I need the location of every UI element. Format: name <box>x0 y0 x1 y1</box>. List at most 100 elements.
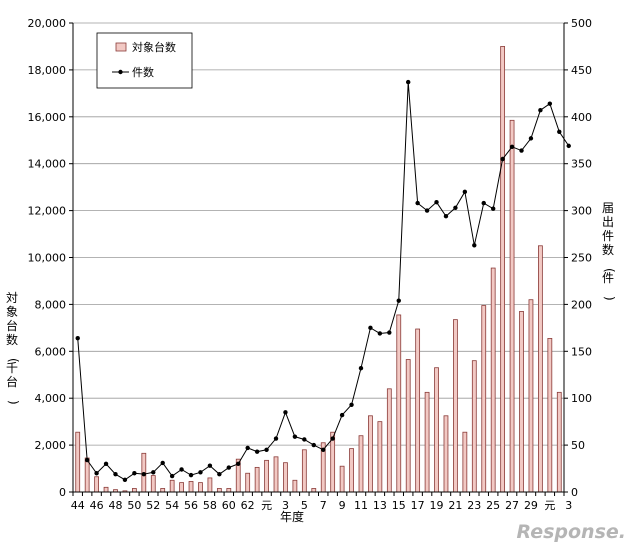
watermark-logo: Response. <box>517 521 626 543</box>
left-tick-label: 12,000 <box>28 205 67 218</box>
bar <box>386 388 392 493</box>
bar <box>188 481 194 493</box>
line-point <box>481 200 486 206</box>
bar <box>538 245 543 493</box>
bar <box>311 488 317 493</box>
right-tick-label: 400 <box>571 111 592 124</box>
line-point <box>179 467 184 472</box>
bar <box>301 449 307 493</box>
x-tick-label: 29 <box>524 499 538 512</box>
bar <box>547 338 553 493</box>
bar <box>509 119 515 493</box>
right-axis-title: 届出件数(件) <box>602 201 617 301</box>
line-point <box>472 243 477 248</box>
bar <box>84 457 90 493</box>
line-point <box>198 470 203 475</box>
line-point <box>122 477 128 483</box>
line-point <box>160 460 165 466</box>
line-point <box>528 136 534 141</box>
axes <box>72 23 565 493</box>
line-point <box>519 148 524 153</box>
legend: 対象台数 件数 <box>96 32 193 89</box>
line-point <box>396 298 401 303</box>
bar <box>519 311 524 493</box>
bar <box>349 448 354 493</box>
bar <box>103 486 109 493</box>
line-point <box>434 199 439 205</box>
bar <box>207 477 213 493</box>
x-tick-label: 5 <box>301 499 308 512</box>
line-point <box>75 335 80 341</box>
bar <box>434 367 439 493</box>
left-tick-label: 0 <box>59 486 66 499</box>
line-point <box>292 434 298 439</box>
left-tick-label: 14,000 <box>28 158 67 171</box>
left-tick-label: 20,000 <box>28 17 67 30</box>
line-point <box>406 79 411 85</box>
left-tick-label: 2,000 <box>35 439 67 452</box>
left-tick-label: 6,000 <box>35 345 67 358</box>
right-tick-label: 50 <box>571 439 585 452</box>
right-tick-label: 100 <box>571 392 592 405</box>
x-tick-label: 17 <box>411 499 425 512</box>
line-point <box>311 442 316 448</box>
right-tick-label: 450 <box>571 64 592 77</box>
x-tick-label: 23 <box>467 499 481 512</box>
x-tick-label: 27 <box>505 499 519 512</box>
bar <box>226 488 232 493</box>
line-point <box>443 214 449 219</box>
line-point <box>453 205 458 210</box>
legend-line-label: 件数 <box>132 66 154 79</box>
right-tick-label: 200 <box>571 298 592 311</box>
bar <box>131 488 137 493</box>
x-tick-label: 11 <box>354 499 368 512</box>
line-point <box>566 143 571 149</box>
left-tick-label: 4,000 <box>35 392 67 405</box>
x-tick-label: 25 <box>486 499 500 512</box>
line-point <box>132 471 137 476</box>
x-tick-label: 9 <box>339 499 346 512</box>
line-point <box>207 463 213 468</box>
line-point <box>509 144 515 150</box>
line-point <box>94 471 99 476</box>
bar <box>556 391 562 493</box>
line-point <box>424 208 430 213</box>
bar <box>216 488 222 493</box>
line-point <box>415 200 420 206</box>
bar <box>500 46 506 493</box>
x-tick-label: 21 <box>448 499 462 512</box>
line-point <box>557 129 562 135</box>
x-tick-label: 44 <box>71 499 85 512</box>
bar <box>245 472 251 493</box>
bar <box>254 466 260 493</box>
bar <box>471 360 477 493</box>
line-point <box>349 402 354 407</box>
bar <box>94 476 99 493</box>
bar <box>264 459 269 493</box>
bar <box>179 482 184 493</box>
right-tick-label: 300 <box>571 205 592 218</box>
line-point <box>217 471 222 477</box>
x-tick-label: 60 <box>222 499 236 512</box>
line-point <box>547 101 553 106</box>
line-point <box>226 465 231 470</box>
line-point <box>462 189 468 195</box>
x-tick-label: 56 <box>184 499 198 512</box>
bar <box>169 479 175 493</box>
left-tick-label: 16,000 <box>28 111 67 124</box>
right-tick-label: 250 <box>571 252 592 265</box>
right-tick-label: 500 <box>571 17 592 30</box>
line-series <box>75 79 571 483</box>
line-point <box>188 472 194 478</box>
line-point <box>151 470 156 475</box>
bar <box>330 431 336 493</box>
x-tick-label: 54 <box>165 499 179 512</box>
x-tick-label: 3 <box>565 499 572 512</box>
legend-bar-label: 対象台数 <box>132 40 176 54</box>
line-point <box>321 447 326 452</box>
line-point <box>283 410 288 415</box>
bar-series <box>75 46 562 493</box>
bar <box>292 479 298 493</box>
left-tick-label: 8,000 <box>35 298 67 311</box>
line-point <box>387 330 392 335</box>
